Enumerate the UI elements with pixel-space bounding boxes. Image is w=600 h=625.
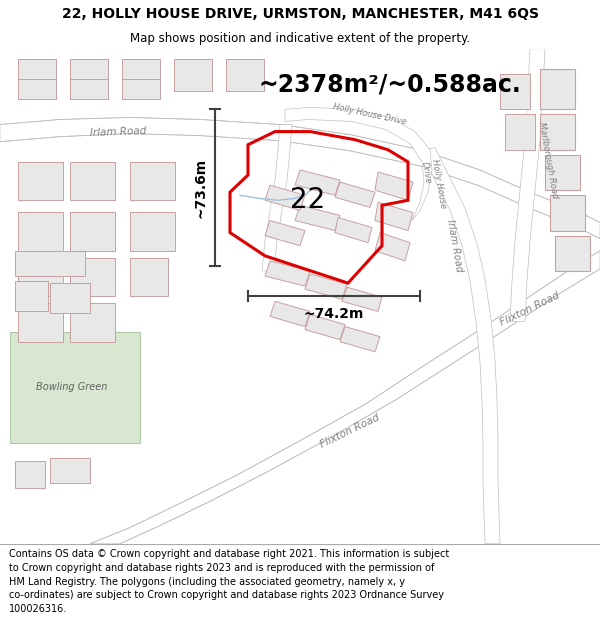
Polygon shape — [130, 258, 168, 296]
Polygon shape — [335, 182, 375, 208]
Polygon shape — [122, 59, 160, 91]
Polygon shape — [540, 114, 575, 150]
Text: ~73.6m: ~73.6m — [194, 158, 208, 218]
Text: Marlborough Road: Marlborough Road — [537, 121, 559, 199]
Polygon shape — [305, 314, 345, 340]
Polygon shape — [270, 301, 310, 326]
Polygon shape — [70, 59, 108, 91]
Polygon shape — [295, 170, 340, 195]
Polygon shape — [90, 251, 600, 544]
Polygon shape — [15, 281, 48, 311]
Polygon shape — [265, 185, 305, 211]
Text: Irlam Road: Irlam Road — [445, 219, 464, 273]
Polygon shape — [500, 74, 530, 109]
Polygon shape — [375, 202, 413, 231]
Polygon shape — [10, 332, 140, 442]
Polygon shape — [510, 49, 545, 321]
Polygon shape — [70, 79, 108, 99]
Text: Holly House
Drive: Holly House Drive — [420, 159, 448, 211]
Polygon shape — [122, 79, 160, 99]
Polygon shape — [375, 172, 413, 200]
Polygon shape — [505, 114, 535, 150]
Polygon shape — [18, 79, 56, 99]
Polygon shape — [174, 59, 212, 91]
Polygon shape — [335, 217, 372, 242]
Text: ~2378m²/~0.588ac.: ~2378m²/~0.588ac. — [259, 72, 521, 96]
Text: Irlam Road: Irlam Road — [89, 126, 146, 138]
Polygon shape — [375, 232, 410, 261]
Polygon shape — [18, 213, 63, 251]
Text: ~74.2m: ~74.2m — [304, 308, 364, 321]
Text: Bowling Green: Bowling Green — [37, 382, 107, 392]
Polygon shape — [262, 124, 292, 271]
Polygon shape — [550, 195, 585, 231]
Polygon shape — [226, 59, 264, 91]
Text: Flixton Road: Flixton Road — [499, 291, 562, 328]
Text: Flixton Road: Flixton Road — [319, 412, 382, 449]
Polygon shape — [18, 258, 63, 296]
Polygon shape — [545, 155, 580, 190]
Polygon shape — [342, 287, 382, 311]
Polygon shape — [50, 458, 90, 483]
Polygon shape — [265, 221, 305, 246]
Text: 22, HOLLY HOUSE DRIVE, URMSTON, MANCHESTER, M41 6QS: 22, HOLLY HOUSE DRIVE, URMSTON, MANCHEST… — [62, 7, 539, 21]
Polygon shape — [70, 162, 115, 200]
Polygon shape — [0, 118, 600, 239]
Polygon shape — [70, 303, 115, 342]
Text: Holly House Drive: Holly House Drive — [332, 102, 407, 127]
Polygon shape — [555, 236, 590, 271]
Polygon shape — [265, 261, 310, 286]
Text: Map shows position and indicative extent of the property.: Map shows position and indicative extent… — [130, 31, 470, 44]
Polygon shape — [18, 59, 56, 91]
Polygon shape — [18, 162, 63, 200]
Polygon shape — [70, 213, 115, 251]
Polygon shape — [130, 162, 175, 200]
Polygon shape — [15, 461, 45, 488]
Polygon shape — [305, 274, 347, 299]
Polygon shape — [295, 206, 340, 231]
Polygon shape — [420, 148, 500, 544]
Polygon shape — [130, 213, 175, 251]
Polygon shape — [70, 258, 115, 296]
Polygon shape — [15, 251, 85, 276]
Polygon shape — [50, 283, 90, 313]
Polygon shape — [18, 303, 63, 342]
Polygon shape — [285, 107, 432, 221]
Polygon shape — [540, 69, 575, 109]
Polygon shape — [340, 326, 380, 352]
Text: 22: 22 — [290, 186, 326, 214]
Text: Contains OS data © Crown copyright and database right 2021. This information is : Contains OS data © Crown copyright and d… — [9, 549, 449, 614]
